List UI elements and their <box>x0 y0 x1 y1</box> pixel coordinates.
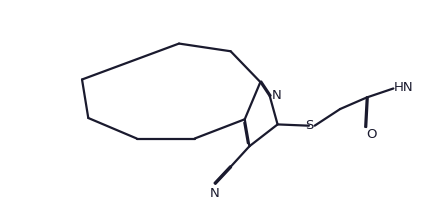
Text: S: S <box>305 119 313 132</box>
Text: N: N <box>272 89 282 102</box>
Text: O: O <box>367 128 377 141</box>
Text: HN: HN <box>393 81 413 94</box>
Text: N: N <box>210 187 220 200</box>
